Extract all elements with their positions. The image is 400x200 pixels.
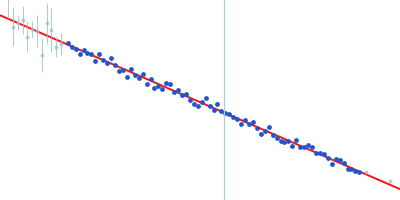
- Point: [309, 145, 315, 148]
- Point: [84, 51, 91, 55]
- Point: [43, 21, 50, 25]
- Point: [24, 35, 30, 38]
- Point: [64, 42, 71, 45]
- Point: [313, 152, 319, 155]
- Point: [277, 139, 284, 142]
- Point: [38, 53, 45, 56]
- Point: [92, 59, 98, 63]
- Point: [132, 73, 138, 77]
- Point: [202, 97, 209, 100]
- Point: [270, 133, 276, 136]
- Point: [387, 180, 393, 183]
- Point: [238, 123, 244, 126]
- Point: [155, 84, 162, 88]
- Point: [34, 30, 40, 33]
- Point: [297, 145, 304, 148]
- Point: [214, 103, 221, 106]
- Point: [242, 119, 248, 122]
- Point: [210, 108, 217, 111]
- Point: [100, 58, 106, 61]
- Point: [195, 105, 201, 108]
- Point: [191, 103, 197, 106]
- Point: [344, 167, 351, 171]
- Point: [266, 126, 272, 129]
- Point: [258, 132, 264, 136]
- Point: [352, 170, 358, 173]
- Point: [68, 46, 75, 49]
- Point: [19, 18, 26, 22]
- Point: [317, 152, 323, 155]
- Point: [293, 138, 300, 141]
- Point: [120, 68, 126, 71]
- Point: [171, 90, 177, 93]
- Point: [246, 122, 252, 125]
- Point: [336, 159, 343, 162]
- Point: [58, 42, 64, 45]
- Point: [285, 140, 292, 143]
- Point: [14, 21, 21, 24]
- Point: [289, 144, 296, 147]
- Point: [10, 25, 16, 28]
- Point: [281, 140, 288, 143]
- Point: [273, 136, 280, 140]
- Point: [348, 167, 355, 170]
- Point: [112, 64, 118, 67]
- Point: [116, 69, 122, 73]
- Point: [226, 113, 232, 116]
- Point: [29, 28, 35, 31]
- Point: [305, 144, 311, 147]
- Point: [151, 87, 158, 90]
- Point: [104, 61, 110, 65]
- Point: [159, 88, 166, 91]
- Point: [198, 100, 205, 103]
- Point: [218, 109, 225, 112]
- Point: [340, 162, 347, 165]
- Point: [140, 73, 146, 76]
- Point: [72, 47, 79, 50]
- Point: [206, 104, 213, 107]
- Point: [96, 52, 102, 55]
- Point: [48, 29, 55, 32]
- Point: [175, 89, 181, 92]
- Point: [262, 129, 268, 132]
- Point: [183, 93, 189, 96]
- Point: [250, 120, 256, 123]
- Point: [147, 78, 154, 81]
- Point: [76, 52, 83, 56]
- Point: [187, 98, 193, 102]
- Point: [328, 163, 335, 166]
- Point: [88, 53, 95, 56]
- Point: [163, 82, 170, 85]
- Point: [325, 157, 331, 160]
- Point: [167, 83, 174, 86]
- Point: [230, 115, 236, 119]
- Point: [136, 76, 142, 79]
- Point: [179, 93, 185, 96]
- Point: [301, 146, 307, 149]
- Point: [80, 48, 87, 52]
- Point: [124, 75, 130, 78]
- Point: [128, 68, 134, 71]
- Point: [363, 170, 369, 173]
- Point: [356, 171, 362, 174]
- Point: [234, 118, 240, 121]
- Point: [321, 152, 327, 156]
- Point: [143, 82, 150, 85]
- Point: [254, 126, 260, 130]
- Point: [108, 56, 114, 59]
- Point: [222, 111, 228, 115]
- Point: [332, 158, 339, 161]
- Point: [53, 46, 60, 49]
